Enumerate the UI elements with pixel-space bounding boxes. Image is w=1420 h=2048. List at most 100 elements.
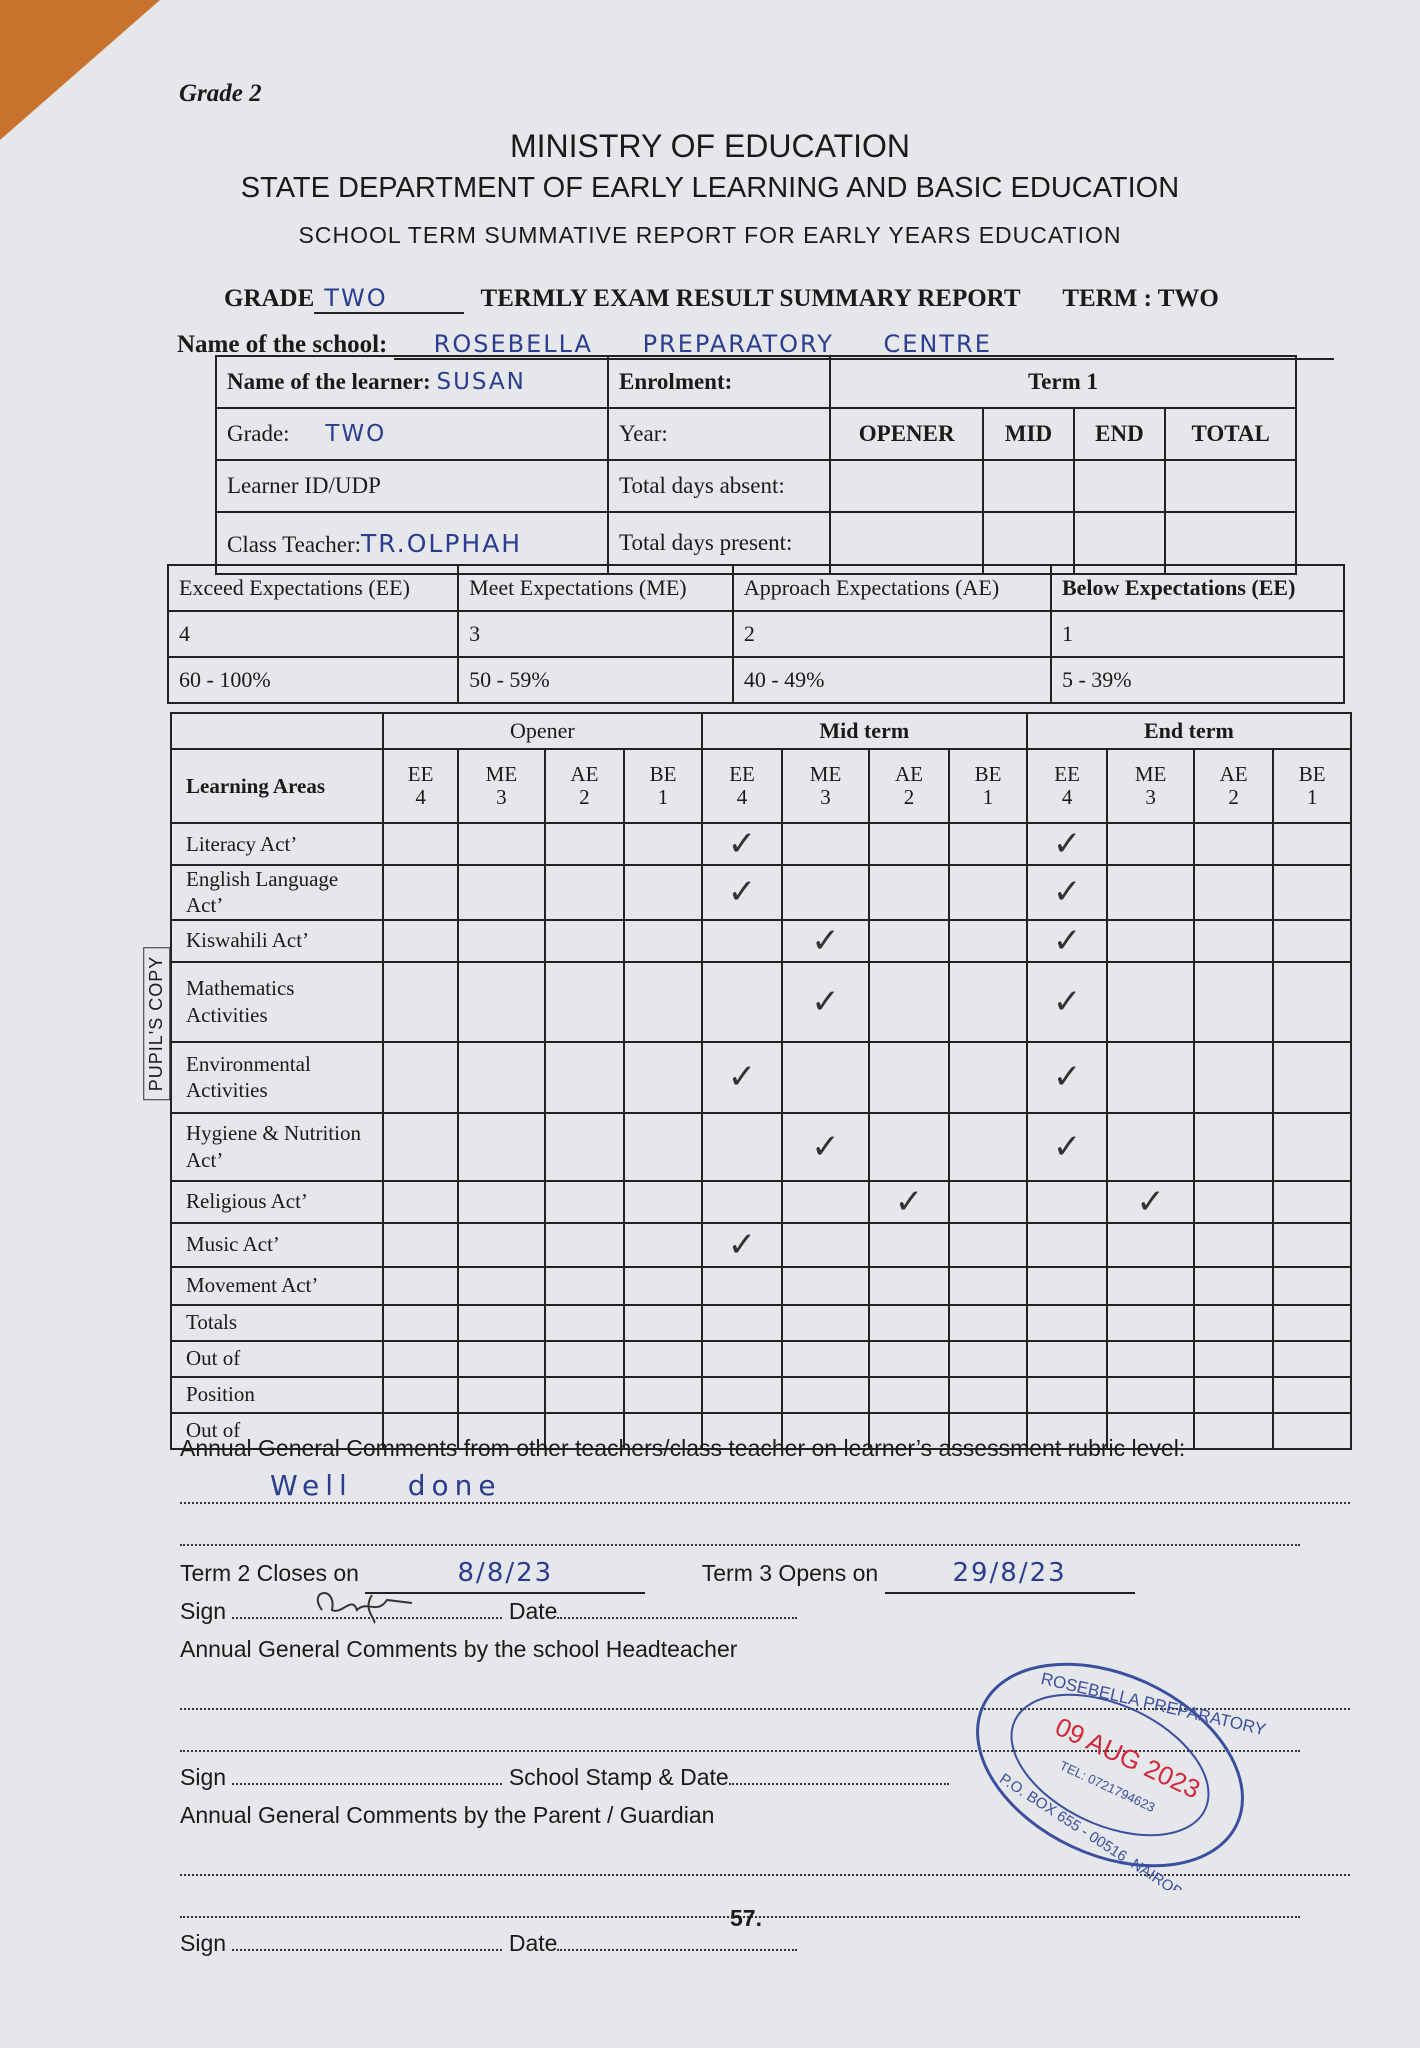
cell: [1025, 1339, 1109, 1378]
grade-cell: ✓: [1106, 1179, 1195, 1224]
tick-icon: ✓: [1052, 981, 1082, 1022]
tick-icon: ✓: [727, 1224, 757, 1265]
year-label: Year:: [607, 407, 831, 461]
grade-cell: [1192, 1040, 1275, 1114]
cell: [948, 1339, 1028, 1378]
grade-cell: [948, 864, 1028, 921]
grade-cell: [1192, 1265, 1275, 1306]
rubric-level-name: Below Expectations (EE): [1049, 564, 1346, 612]
cell: [1025, 1411, 1109, 1450]
rubric-level-range: 50 - 59%: [457, 656, 734, 704]
term3-opens-value: 29/8/23: [884, 1554, 1135, 1594]
grade-cell: [1106, 822, 1195, 866]
grade-cell: [381, 1179, 460, 1224]
level-header: ME 3: [781, 748, 870, 824]
stamp-outer-ring: [976, 1662, 1244, 1868]
level-score: 3: [1145, 785, 1156, 809]
grade-cell: [457, 1221, 546, 1268]
stamp-inner-ring: [1010, 1693, 1210, 1837]
summary-row-label: Out of: [170, 1411, 384, 1450]
grade-cell: [1106, 1040, 1195, 1114]
grade-cell: [1192, 1221, 1275, 1268]
cell: [1164, 459, 1297, 513]
learning-area-name: Mathematics Activities: [170, 960, 384, 1043]
rubric-level-score: 4: [166, 610, 460, 658]
cell: [381, 1375, 460, 1414]
cell: [623, 1375, 703, 1414]
parent-comments-label: Annual General Comments by the Parent / …: [180, 1802, 715, 1828]
cell: [1072, 459, 1167, 513]
period-header: Opener: [382, 712, 703, 750]
level-code: ME: [1134, 761, 1167, 786]
grade-cell: [543, 1265, 626, 1306]
grade-cell: [381, 1265, 460, 1306]
grade-cell: [381, 1221, 460, 1268]
learner-name-value: SUSAN: [436, 369, 526, 395]
learning-area-name: Music Act’: [170, 1221, 384, 1268]
grade-cell: [700, 1265, 784, 1306]
grade-cell: [948, 918, 1028, 963]
sign-field: [232, 1927, 503, 1951]
rubric-level-name: Meet Expectations (ME): [457, 564, 734, 612]
grade-cell: [543, 822, 626, 866]
grade-cell: [543, 918, 626, 963]
cell: [1272, 1411, 1352, 1450]
level-header: ME 3: [1106, 748, 1195, 824]
learning-area-row: Kiswahili Act’ ✓ ✓: [170, 918, 1352, 963]
term-label: TERM : TWO: [1062, 285, 1219, 312]
grade-cell: [1025, 1221, 1109, 1268]
learning-area-name: Literacy Act’: [170, 822, 384, 866]
date-field: [557, 1927, 798, 1951]
enrolment-text: Enrolment:: [619, 369, 733, 394]
grade-cell: [781, 1221, 870, 1268]
grade-cell: [457, 1265, 546, 1306]
grade-cell: [867, 1111, 951, 1182]
grade-cell: [1272, 1265, 1352, 1306]
level-header: ME 3: [457, 748, 546, 824]
grade-cell: [623, 1221, 703, 1268]
comment-line: [180, 1710, 1300, 1752]
results-table: Opener Mid term End term Learning Areas EE 4 M…: [170, 712, 1353, 1450]
tick-icon: ✓: [1052, 872, 1082, 913]
sign-label: Sign: [180, 1764, 227, 1790]
level-score: 2: [579, 785, 590, 809]
level-code: AE: [570, 761, 599, 786]
learning-area-name: English Language Act’: [170, 864, 384, 921]
cell: [781, 1375, 870, 1414]
signature-scribble: [317, 1592, 413, 1624]
grade-cell: [457, 960, 546, 1043]
grade-cell: [623, 1040, 703, 1114]
term-col-opener: OPENER: [828, 407, 985, 461]
level-code: EE: [407, 761, 434, 786]
grade-cell: [781, 822, 870, 866]
summary-row-label: Position: [170, 1375, 384, 1414]
level-score: 1: [982, 785, 994, 809]
grade-cell: [781, 1179, 870, 1224]
cell: [457, 1375, 546, 1414]
grade-cell: [623, 1179, 703, 1224]
grade-cell: ✓: [1025, 960, 1109, 1043]
grade-cell: [700, 960, 784, 1043]
learning-area-row: Religious Act’ ✓ ✓: [170, 1179, 1352, 1224]
class-teacher-label: Class Teacher:: [227, 531, 362, 557]
grade-cell: [867, 864, 951, 921]
days-absent-label: Total days absent:: [607, 459, 831, 513]
cell: [1192, 1411, 1275, 1450]
cell: [1272, 1339, 1352, 1378]
summary-row: Out of: [170, 1411, 1352, 1450]
rubric-level-score: 2: [731, 610, 1052, 658]
cell: [381, 1303, 460, 1342]
grade-cell: ✓: [781, 1111, 870, 1182]
grade-cell: [1106, 1221, 1195, 1268]
comment-line: [180, 1876, 1300, 1918]
grade-cell: [457, 918, 546, 963]
cell: [700, 1411, 784, 1450]
learning-area-row: Music Act’ ✓: [170, 1221, 1352, 1268]
grade-cell: [543, 1179, 626, 1224]
level-header: EE 4: [700, 748, 784, 824]
class-teacher-value: TR.OLPHAH: [361, 528, 523, 558]
level-score: 4: [415, 785, 426, 809]
grade-cell-label: Grade:: [227, 421, 290, 446]
level-header: AE 2: [867, 748, 951, 824]
rubric-level-name: Approach Expectations (AE): [731, 564, 1052, 612]
